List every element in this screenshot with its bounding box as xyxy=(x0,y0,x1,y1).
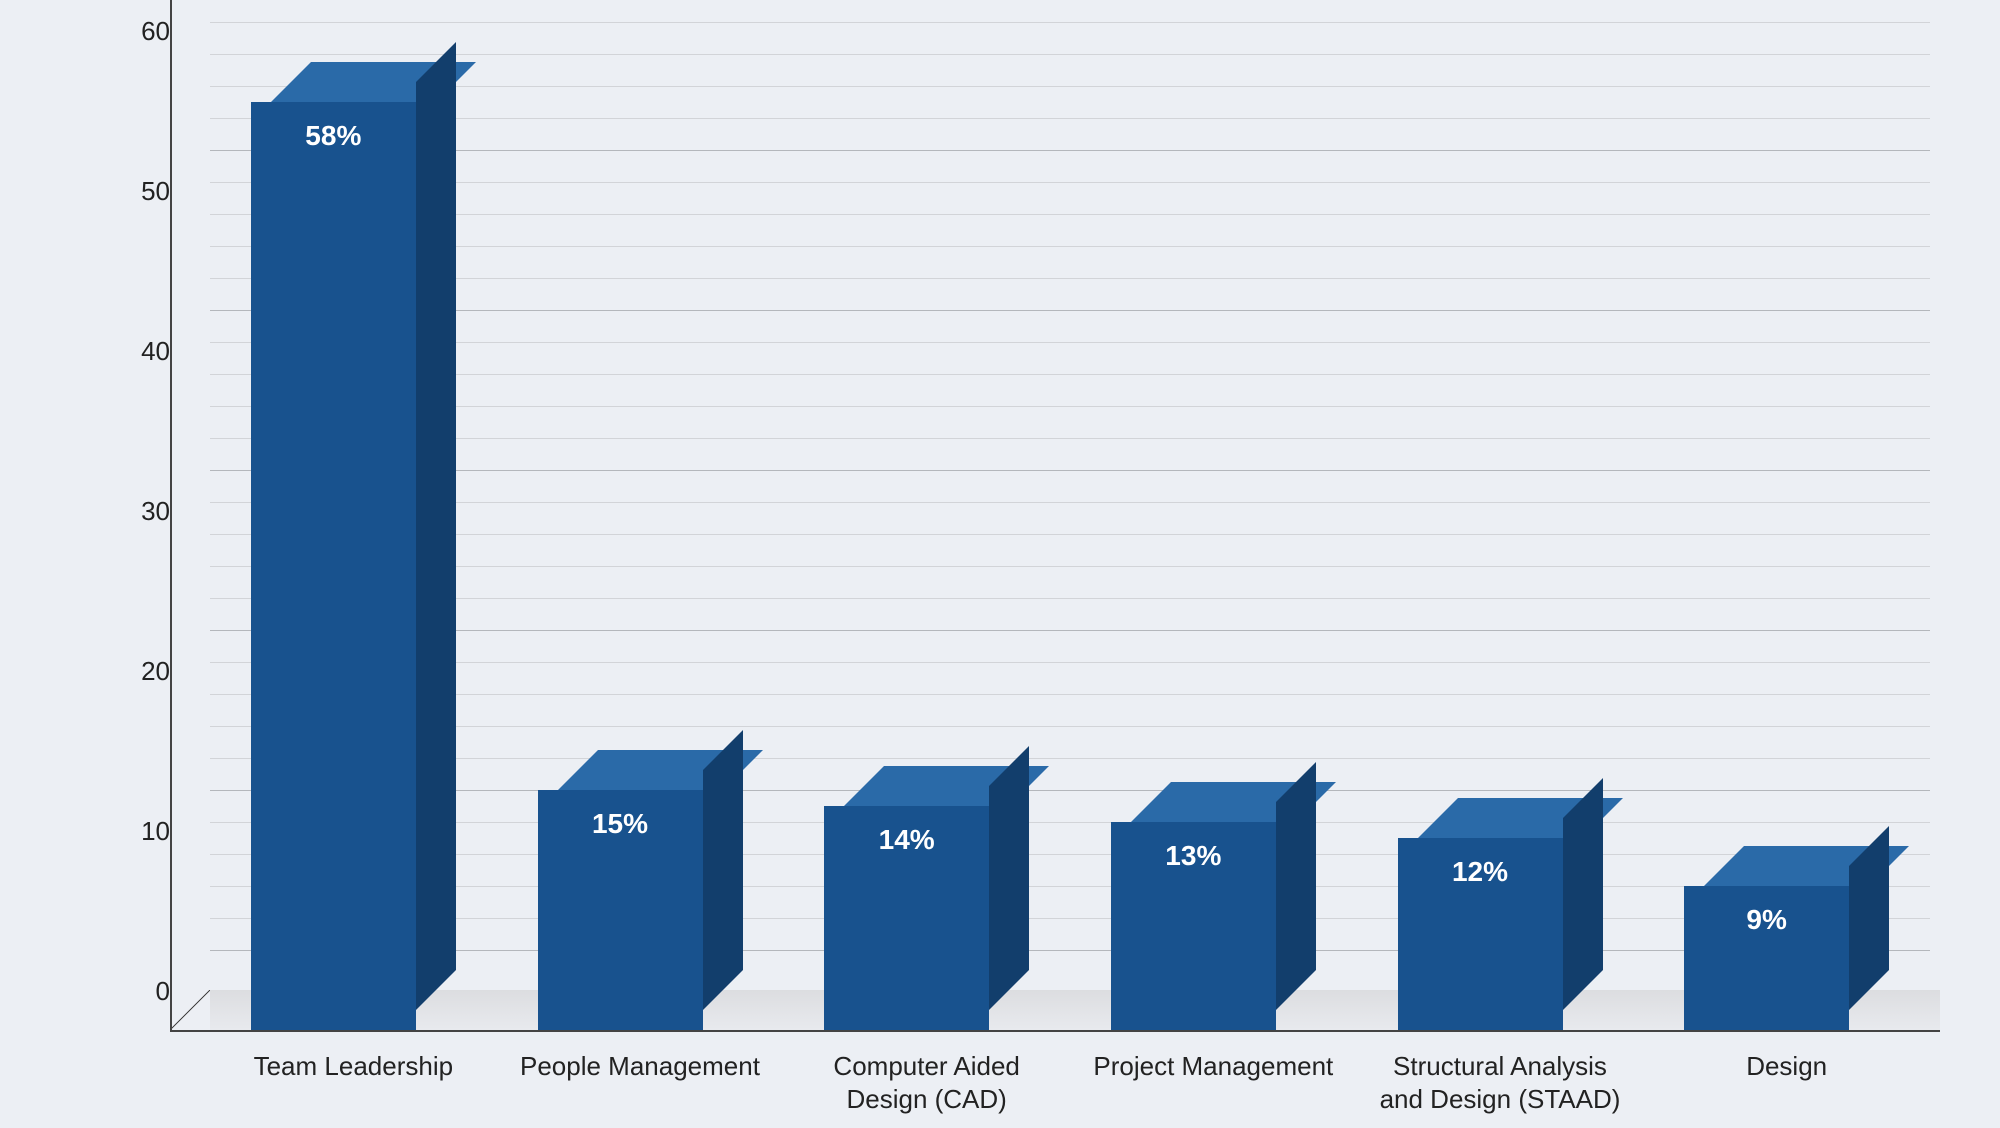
bar: 14% xyxy=(824,806,1029,1030)
x-category-label: Design xyxy=(1643,1050,1930,1083)
gridline-minor xyxy=(210,182,1930,183)
bar-value-label: 58% xyxy=(251,120,416,152)
gridline-minor xyxy=(210,534,1930,535)
gridline-minor xyxy=(210,502,1930,503)
gridline-major xyxy=(210,310,1930,311)
bar: 58% xyxy=(251,102,456,1030)
gridline-minor xyxy=(210,822,1930,823)
gridline-minor xyxy=(210,662,1930,663)
bar: 9% xyxy=(1684,886,1889,1030)
gridline-minor xyxy=(210,246,1930,247)
gridline-major xyxy=(210,470,1930,471)
y-tick-label: 0 xyxy=(90,976,170,1007)
bar-value-label: 13% xyxy=(1111,840,1276,872)
gridline-minor xyxy=(210,726,1930,727)
gridline-major xyxy=(210,950,1930,951)
bar-side-face xyxy=(703,730,743,1010)
gridline-minor xyxy=(210,694,1930,695)
gridline-minor xyxy=(210,918,1930,919)
x-category-label: People Management xyxy=(497,1050,784,1083)
gridline-major xyxy=(210,630,1930,631)
bar-chart-3d: 58% 15% 14% 13% 12% 9% xyxy=(0,0,2000,1128)
bar-value-label: 15% xyxy=(538,808,703,840)
gridline-minor xyxy=(210,118,1930,119)
bar-side-face xyxy=(989,746,1029,1010)
gridline-minor xyxy=(210,86,1930,87)
bar-front-face xyxy=(251,102,416,1030)
x-category-label: Computer AidedDesign (CAD) xyxy=(783,1050,1070,1115)
gridline-minor xyxy=(210,598,1930,599)
x-axis-line xyxy=(170,1030,1940,1032)
y-axis-line xyxy=(170,0,172,1030)
gridline-minor xyxy=(210,22,1930,23)
bar-value-label: 9% xyxy=(1684,904,1849,936)
plot-area: 58% 15% 14% 13% 12% 9% xyxy=(210,30,1930,990)
gridline-minor xyxy=(210,406,1930,407)
gridline-major xyxy=(210,150,1930,151)
bar: 12% xyxy=(1398,838,1603,1030)
axis-corner xyxy=(170,990,210,1030)
bar-value-label: 12% xyxy=(1398,856,1563,888)
y-tick-label: 50 xyxy=(90,176,170,207)
gridline-minor xyxy=(210,278,1930,279)
y-tick-label: 20 xyxy=(90,656,170,687)
gridline-minor xyxy=(210,438,1930,439)
bar: 13% xyxy=(1111,822,1316,1030)
gridline-minor xyxy=(210,54,1930,55)
bar-side-face xyxy=(1276,762,1316,1010)
gridline-minor xyxy=(210,758,1930,759)
gridline-minor xyxy=(210,886,1930,887)
x-category-label: Structural Analysisand Design (STAAD) xyxy=(1357,1050,1644,1115)
gridline-minor xyxy=(210,342,1930,343)
y-tick-label: 10 xyxy=(90,816,170,847)
y-tick-label: 30 xyxy=(90,496,170,527)
x-category-label: Team Leadership xyxy=(210,1050,497,1083)
gridline-minor xyxy=(210,214,1930,215)
gridline-major xyxy=(210,790,1930,791)
bar: 15% xyxy=(538,790,743,1030)
gridline-minor xyxy=(210,374,1930,375)
gridline-minor xyxy=(210,566,1930,567)
y-tick-label: 40 xyxy=(90,336,170,367)
bar-side-face xyxy=(1563,778,1603,1010)
bar-value-label: 14% xyxy=(824,824,989,856)
x-category-label: Project Management xyxy=(1070,1050,1357,1083)
chart-floor xyxy=(210,990,1940,1030)
bar-side-face xyxy=(416,42,456,1010)
y-tick-label: 60 xyxy=(90,16,170,47)
gridline-minor xyxy=(210,854,1930,855)
